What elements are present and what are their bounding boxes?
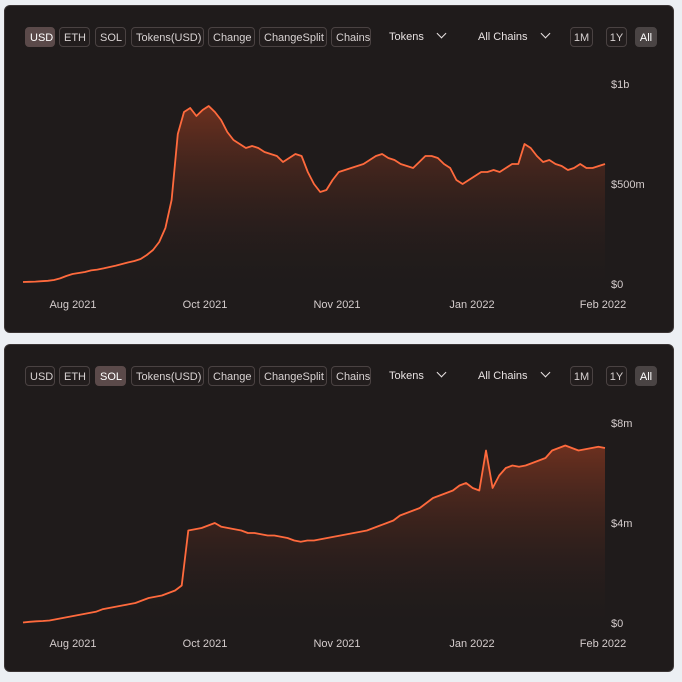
metric-button-eth[interactable]: ETH [59, 27, 90, 47]
metric-button-change[interactable]: Change [208, 366, 255, 386]
y-tick-label: $4m [611, 518, 632, 530]
series-area [23, 106, 605, 284]
x-tick-label: Oct 2021 [183, 299, 228, 311]
x-tick-label: Nov 2021 [313, 299, 360, 311]
dropdown-tokens[interactable]: Tokens [389, 27, 447, 47]
chevron-down-icon [436, 367, 447, 378]
series-line [22, 444, 606, 624]
chevron-down-icon [540, 28, 550, 39]
range-button-1m[interactable]: 1M [570, 27, 593, 47]
x-tick-label: Aug 2021 [49, 299, 96, 311]
dropdown-all-chains[interactable]: All Chains [478, 366, 550, 386]
y-tick-label: $8m [611, 418, 632, 430]
y-tick-label: $500m [611, 179, 645, 191]
chevron-down-icon [540, 367, 550, 378]
chevron-down-icon [436, 28, 447, 39]
chart-toolbar: USD ETH SOL Tokens(USD) Change ChangeSplit Cha… [5, 18, 673, 60]
metric-button-tokens-usd[interactable]: Tokens(USD) [131, 366, 204, 386]
dropdown-all-chains[interactable]: All Chains [478, 27, 550, 47]
series-line [22, 105, 606, 283]
range-button-1y[interactable]: 1Y [606, 27, 627, 47]
metric-button-sol[interactable]: SOL [95, 366, 126, 386]
metric-button-sol[interactable]: SOL [95, 27, 126, 47]
dropdown-label: Tokens [389, 370, 424, 382]
series-area [23, 445, 605, 623]
chart-panel-sol: $8m $4m $0 Aug 2021 Oct 2021 Nov 2021 Jan 2022… [4, 344, 674, 672]
chart-panel-usd: $1b $500m $0 Aug 2021 Oct 2021 Nov 2021 Jan 20… [4, 5, 674, 333]
metric-button-change[interactable]: Change [208, 27, 255, 47]
dropdown-label: Tokens [389, 31, 424, 43]
range-button-all[interactable]: All [635, 366, 657, 386]
range-button-1m[interactable]: 1M [570, 366, 593, 386]
x-tick-label: Nov 2021 [313, 638, 360, 650]
area-chart: $8m $4m $0 Aug 2021 Oct 2021 Nov 2021 Jan 2022… [22, 418, 632, 650]
x-tick-label: Aug 2021 [49, 638, 96, 650]
metric-button-chains[interactable]: Chains [331, 366, 371, 386]
y-tick-label: $0 [611, 279, 623, 291]
chart-toolbar: USD ETH SOL Tokens(USD) Change ChangeSplit Cha… [5, 357, 673, 399]
dropdown-tokens[interactable]: Tokens [389, 366, 447, 386]
x-tick-label: Feb 2022 [580, 299, 626, 311]
x-tick-label: Jan 2022 [449, 299, 494, 311]
metric-button-usd[interactable]: USD [25, 27, 55, 47]
y-tick-label: $0 [611, 618, 623, 630]
metric-button-chains[interactable]: Chains [331, 27, 371, 47]
x-tick-label: Oct 2021 [183, 638, 228, 650]
range-button-all[interactable]: All [635, 27, 657, 47]
metric-button-changesplit[interactable]: ChangeSplit [259, 27, 327, 47]
metric-button-eth[interactable]: ETH [59, 366, 90, 386]
metric-button-tokens-usd[interactable]: Tokens(USD) [131, 27, 204, 47]
dropdown-label: All Chains [478, 370, 528, 382]
metric-button-changesplit[interactable]: ChangeSplit [259, 366, 327, 386]
x-tick-label: Jan 2022 [449, 638, 494, 650]
metric-button-usd[interactable]: USD [25, 366, 55, 386]
range-button-1y[interactable]: 1Y [606, 366, 627, 386]
area-chart: $1b $500m $0 Aug 2021 Oct 2021 Nov 2021 Jan 20… [22, 79, 645, 311]
y-tick-label: $1b [611, 79, 629, 91]
dropdown-label: All Chains [478, 31, 528, 43]
x-tick-label: Feb 2022 [580, 638, 626, 650]
